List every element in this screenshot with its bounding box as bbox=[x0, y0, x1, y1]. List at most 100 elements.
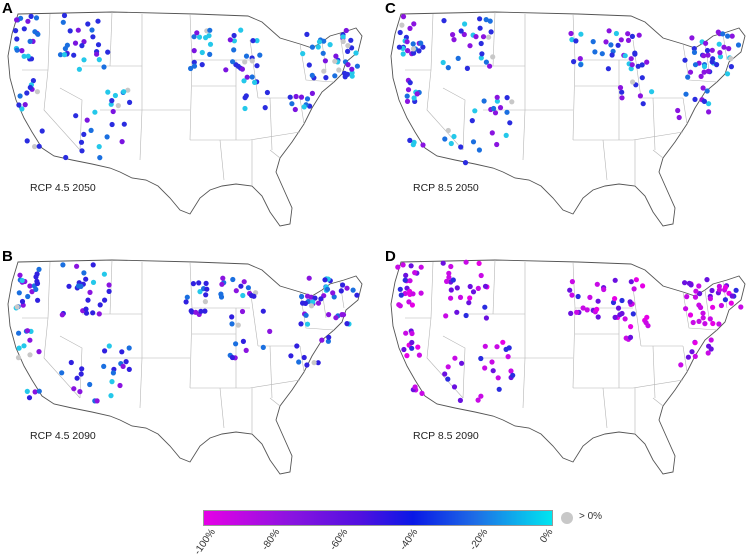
site-point bbox=[689, 349, 695, 355]
site-point bbox=[14, 47, 20, 53]
state-border bbox=[442, 335, 466, 399]
site-point bbox=[710, 304, 716, 310]
site-point bbox=[229, 314, 235, 320]
site-point bbox=[403, 272, 409, 278]
site-point bbox=[450, 31, 456, 38]
site-point bbox=[36, 143, 42, 149]
state-border bbox=[43, 317, 81, 399]
site-point bbox=[302, 300, 309, 306]
site-point bbox=[96, 311, 102, 317]
site-point bbox=[123, 359, 129, 365]
site-point bbox=[344, 285, 350, 291]
site-point bbox=[623, 335, 629, 341]
site-point bbox=[478, 40, 484, 47]
state-border bbox=[269, 345, 273, 399]
site-point bbox=[231, 47, 237, 53]
site-point bbox=[603, 39, 609, 45]
site-point bbox=[229, 321, 235, 327]
site-point bbox=[345, 48, 351, 55]
state-border bbox=[652, 97, 656, 151]
site-point bbox=[125, 87, 131, 93]
state-border bbox=[299, 97, 305, 125]
site-point bbox=[698, 73, 704, 79]
site-point bbox=[21, 26, 27, 32]
site-point bbox=[619, 297, 625, 304]
site-point bbox=[308, 303, 315, 309]
site-point bbox=[88, 127, 94, 133]
site-point bbox=[85, 297, 91, 303]
site-point bbox=[569, 292, 575, 298]
site-point bbox=[644, 59, 650, 65]
site-point bbox=[473, 34, 479, 40]
colorbar-tick: -40% bbox=[397, 527, 421, 553]
site-point bbox=[24, 328, 31, 334]
site-point bbox=[710, 56, 716, 62]
site-point bbox=[304, 362, 310, 368]
site-point bbox=[479, 51, 485, 57]
state-border bbox=[189, 307, 193, 389]
site-point bbox=[78, 371, 84, 377]
site-point bbox=[571, 59, 577, 65]
site-point bbox=[503, 346, 509, 352]
site-point bbox=[87, 289, 93, 295]
site-point bbox=[322, 277, 328, 283]
site-point bbox=[95, 42, 102, 48]
site-point bbox=[36, 266, 42, 272]
site-point bbox=[420, 142, 426, 148]
site-point bbox=[85, 21, 91, 27]
site-point bbox=[482, 343, 488, 349]
colorbar-tick: 0% bbox=[538, 527, 556, 546]
site-point bbox=[97, 302, 103, 308]
site-point bbox=[245, 285, 251, 291]
us-map-b bbox=[7, 259, 363, 475]
site-point bbox=[678, 362, 684, 368]
site-point bbox=[483, 315, 489, 321]
site-point bbox=[81, 131, 87, 137]
site-point bbox=[577, 56, 583, 62]
site-point bbox=[609, 52, 615, 58]
site-point bbox=[467, 43, 473, 49]
site-point bbox=[110, 370, 116, 376]
site-point bbox=[701, 53, 707, 59]
site-point bbox=[288, 353, 294, 359]
site-point bbox=[687, 312, 694, 318]
site-point bbox=[254, 63, 260, 69]
site-point bbox=[619, 95, 625, 101]
panel-caption-a: RCP 4.5 2050 bbox=[30, 182, 96, 194]
site-point bbox=[649, 89, 655, 95]
site-point bbox=[467, 295, 473, 301]
site-point bbox=[722, 297, 728, 303]
site-point bbox=[445, 65, 451, 71]
site-point bbox=[17, 272, 23, 278]
panel-letter-a: A bbox=[2, 0, 13, 17]
site-point bbox=[249, 74, 255, 80]
site-point bbox=[457, 397, 463, 403]
site-point bbox=[709, 287, 715, 294]
site-point bbox=[469, 118, 475, 124]
site-point bbox=[567, 287, 573, 293]
site-point bbox=[472, 108, 478, 114]
site-point bbox=[326, 334, 332, 340]
site-point bbox=[315, 44, 321, 50]
site-point bbox=[106, 288, 112, 294]
site-point bbox=[27, 84, 33, 91]
site-point bbox=[320, 50, 326, 56]
site-point bbox=[410, 142, 416, 148]
site-point bbox=[333, 315, 339, 321]
site-point bbox=[705, 68, 711, 74]
site-point bbox=[703, 40, 709, 46]
site-point bbox=[102, 297, 108, 303]
map-panel-b: B RCP 4.5 2090 bbox=[0, 248, 370, 493]
state-border bbox=[572, 13, 576, 61]
site-point bbox=[207, 27, 213, 33]
site-point bbox=[306, 275, 312, 281]
site-point bbox=[243, 53, 250, 59]
site-point bbox=[325, 338, 331, 344]
site-point bbox=[105, 89, 111, 95]
site-point bbox=[315, 360, 321, 366]
site-point bbox=[486, 34, 492, 40]
site-point bbox=[267, 328, 273, 334]
us-map-a bbox=[7, 11, 363, 227]
site-point bbox=[188, 65, 194, 72]
site-point bbox=[627, 334, 634, 340]
